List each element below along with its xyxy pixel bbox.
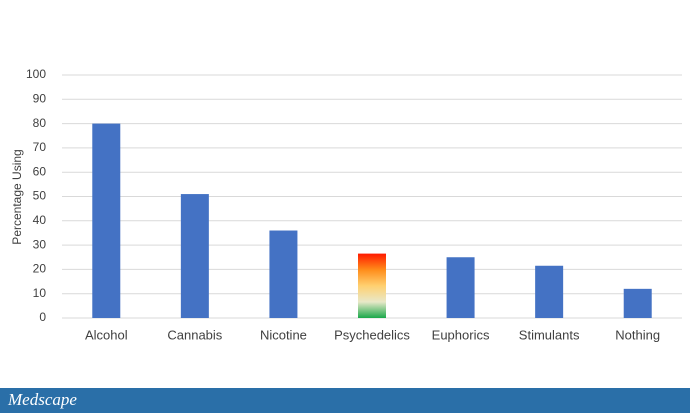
y-tick-label: 50 [33, 189, 47, 203]
y-tick-label: 90 [33, 91, 47, 105]
bar [623, 288, 652, 318]
x-tick-label: Euphorics [432, 327, 490, 342]
bar [180, 194, 209, 318]
y-tick-label: 30 [33, 237, 47, 251]
x-tick-label: Cannabis [167, 327, 222, 342]
bar [92, 123, 121, 318]
y-tick-label: 70 [33, 140, 47, 154]
y-tick-label: 10 [33, 286, 47, 300]
bar [358, 253, 386, 318]
footer-band [0, 388, 690, 413]
x-tick-label: Nothing [615, 327, 660, 342]
y-tick-label: 0 [39, 310, 46, 324]
x-tick-label: Alcohol [85, 327, 128, 342]
bar [269, 230, 298, 318]
bar [535, 265, 564, 318]
x-tick-label: Nicotine [260, 327, 307, 342]
y-tick-label: 100 [26, 67, 46, 81]
footer-brand: Medscape [7, 390, 77, 409]
y-tick-label: 60 [33, 164, 47, 178]
y-axis-label: Percentage Using [10, 149, 24, 244]
y-tick-label: 40 [33, 213, 47, 227]
x-tick-label: Psychedelics [334, 327, 410, 342]
y-tick-label: 80 [33, 116, 47, 130]
bar [446, 257, 475, 318]
y-tick-label: 20 [33, 262, 47, 276]
x-tick-label: Stimulants [519, 327, 580, 342]
